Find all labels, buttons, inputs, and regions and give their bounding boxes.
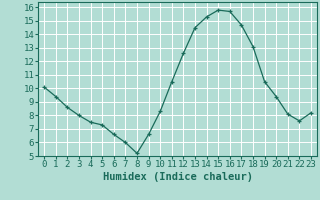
- X-axis label: Humidex (Indice chaleur): Humidex (Indice chaleur): [103, 172, 252, 182]
